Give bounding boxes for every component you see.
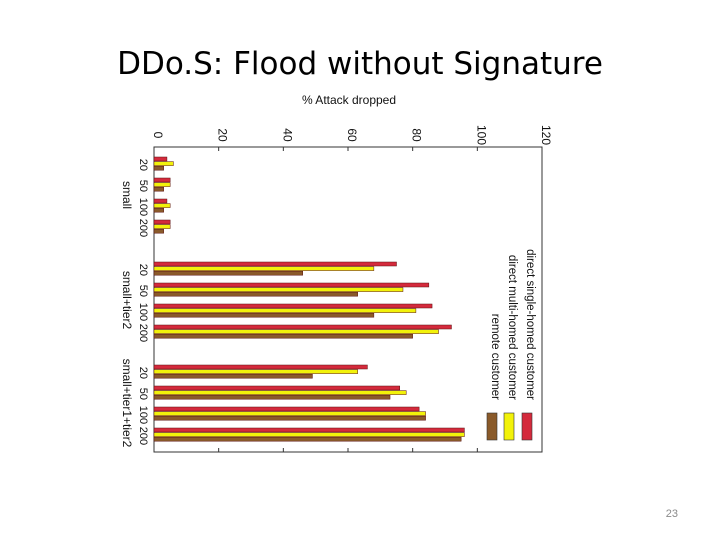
bar — [153, 270, 303, 276]
bar — [153, 364, 368, 370]
category-label: 100 — [137, 198, 149, 216]
bar — [153, 228, 164, 234]
bar — [153, 282, 430, 288]
category-label: 200 — [137, 324, 149, 342]
bar — [153, 165, 164, 171]
bar — [153, 333, 413, 339]
category-label: 50 — [137, 180, 149, 192]
x-tick-label: 60 — [345, 128, 359, 142]
bar — [153, 198, 168, 204]
bars — [153, 156, 465, 442]
bar — [153, 436, 462, 442]
category-label: 200 — [137, 219, 149, 237]
bar — [153, 186, 164, 192]
category-label: 100 — [137, 303, 149, 321]
legend-swatch — [521, 412, 533, 441]
group-label: small+tier1+tier2 — [120, 359, 134, 448]
bar — [153, 390, 407, 395]
legend-label: direct multi-homed customer — [506, 255, 518, 400]
bar — [153, 261, 397, 267]
bar — [153, 385, 400, 391]
category-label: 100 — [137, 406, 149, 424]
plot-border — [153, 146, 543, 453]
slide-title: DDo.S: Flood without Signature — [117, 46, 603, 82]
legend-label: remote customer — [489, 314, 501, 400]
bar — [153, 182, 171, 187]
x-tick-label: 20 — [216, 128, 230, 142]
bar — [153, 161, 174, 166]
bar — [153, 373, 313, 379]
x-tick-label: 80 — [410, 128, 424, 142]
bar — [153, 369, 358, 374]
bar — [153, 394, 391, 400]
category-label: 50 — [137, 285, 149, 297]
bar — [153, 324, 452, 330]
x-tick-label: 0 — [151, 132, 165, 139]
bar — [153, 266, 375, 271]
category-label: 200 — [137, 427, 149, 445]
bar — [153, 406, 420, 412]
bar — [153, 415, 426, 421]
x-tick-label: 100 — [474, 125, 488, 145]
category-label: 20 — [137, 264, 149, 276]
bar — [153, 303, 433, 309]
category-labels: 2050100200small2050100200small+tier22050… — [120, 159, 149, 448]
chart-title: % Attack dropped — [302, 93, 396, 107]
bar — [153, 219, 171, 225]
legend-swatch — [486, 412, 498, 441]
bar — [153, 291, 358, 297]
category-label: 50 — [137, 388, 149, 400]
x-tick-label: 120 — [539, 125, 553, 145]
slide-number: 23 — [665, 508, 678, 520]
bar — [153, 329, 439, 334]
bar — [153, 203, 171, 208]
bar — [153, 411, 426, 416]
plot-frame — [153, 146, 543, 453]
bar — [153, 432, 465, 437]
category-label: 20 — [137, 367, 149, 379]
bar — [153, 207, 164, 213]
x-tick-label: 40 — [280, 128, 294, 142]
category-label: 20 — [137, 159, 149, 171]
bar — [153, 308, 417, 313]
group-label: small — [120, 181, 134, 209]
bar — [153, 177, 171, 183]
legend-swatch — [503, 412, 515, 441]
legend: direct single-homed customer direct multi… — [486, 249, 536, 441]
bar — [153, 312, 375, 318]
legend-label: direct single-homed customer — [524, 249, 536, 400]
bar — [153, 224, 171, 229]
group-label: small+tier2 — [120, 271, 134, 330]
value-axis: 0 20 40 60 80 100 120 — [151, 125, 553, 452]
bar — [153, 156, 168, 162]
bar — [153, 427, 465, 433]
bar — [153, 287, 404, 292]
